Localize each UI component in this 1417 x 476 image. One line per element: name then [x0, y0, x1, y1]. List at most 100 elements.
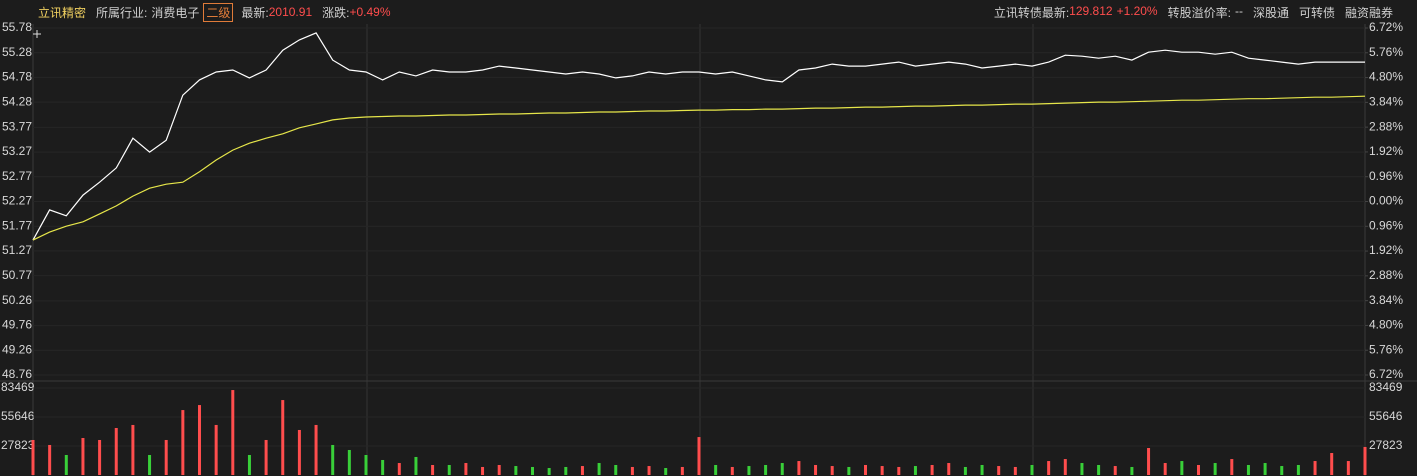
premium-label: 转股溢价率:	[1167, 5, 1231, 20]
volume-bar	[963, 466, 967, 475]
volume-tick-label: 83469	[1, 380, 35, 394]
y2-tick-label: 6.72%	[1369, 367, 1403, 381]
y-tick-label: 54.28	[2, 94, 32, 108]
volume-bar	[1246, 464, 1250, 475]
y2-tick-label: 4.80%	[1369, 70, 1403, 84]
volume-tick-label-right: 55646	[1369, 409, 1403, 423]
volume-bar	[447, 464, 451, 475]
y-tick-label: 52.27	[2, 194, 32, 208]
y2-tick-label: 0.96%	[1369, 169, 1403, 183]
bond-price: 129.812	[1069, 3, 1113, 18]
y-tick-label: 52.77	[2, 169, 32, 183]
y-tick-label: 50.77	[2, 268, 32, 282]
volume-bar	[797, 461, 801, 475]
volume-bar	[664, 468, 668, 475]
y-tick-label: 51.77	[2, 218, 32, 232]
volume-bar	[264, 439, 268, 475]
price-line	[32, 32, 1365, 241]
y2-tick-label: 1.92%	[1369, 243, 1403, 257]
volume-bar	[131, 424, 135, 475]
link-convertible[interactable]: 可转债	[1298, 5, 1335, 20]
volume-tick-label: 55646	[1, 409, 35, 423]
volume-bar	[697, 437, 701, 475]
volume-bar	[414, 456, 418, 475]
volume-bar	[597, 463, 601, 475]
volume-bar	[930, 464, 934, 475]
industry-label: 所属行业:	[96, 5, 148, 20]
volume-bar	[680, 466, 684, 475]
link-hk-connect[interactable]: 深股通	[1252, 5, 1289, 20]
volume-bar	[564, 466, 568, 475]
volume-bar	[1013, 466, 1017, 475]
volume-bar	[1130, 466, 1134, 475]
volume-bar	[1197, 464, 1200, 475]
volume-bar	[547, 468, 551, 475]
volume-bar	[48, 444, 52, 475]
volume-bar	[730, 466, 734, 475]
volume-tick-label: 27823	[1, 438, 35, 452]
volume-bar	[331, 444, 335, 475]
cursor-icon	[33, 30, 41, 38]
volume-bar	[431, 464, 435, 475]
volume-bar	[814, 464, 818, 475]
volume-tick-label-right: 27823	[1369, 438, 1403, 452]
volume-bar	[64, 454, 68, 475]
volume-bar	[1047, 461, 1051, 475]
link-margin[interactable]: 融资融券	[1344, 5, 1393, 20]
stock-name[interactable]: 立讯精密	[38, 5, 87, 20]
volume-bar	[913, 466, 917, 475]
level-badge: 二级	[203, 2, 234, 22]
volume-bar	[780, 463, 784, 475]
y2-tick-label: 2.88%	[1369, 268, 1403, 282]
volume-bar	[1280, 466, 1284, 475]
volume-bar	[364, 454, 368, 475]
volume-bar	[164, 439, 168, 475]
y-tick-label: 55.78	[2, 20, 32, 34]
volume-bar	[1113, 466, 1117, 475]
volume-bar	[31, 439, 35, 475]
volume-bar	[1180, 461, 1184, 475]
volume-bar	[864, 464, 867, 475]
volume-bar	[947, 463, 951, 475]
y-tick-label: 50.26	[2, 293, 32, 307]
volume-bar	[880, 466, 884, 475]
volume-bar	[347, 449, 351, 475]
volume-bar	[747, 466, 751, 475]
y2-tick-label: 0.96%	[1369, 218, 1403, 232]
y2-tick-label: 5.76%	[1369, 45, 1403, 59]
price-line	[32, 95, 1366, 241]
volume-bar	[897, 466, 901, 475]
latest-label: 最新:	[241, 5, 269, 20]
header-right: 立讯转债最新: 129.812 +1.20% 转股溢价率: -- 深股通 可转债…	[994, 4, 1417, 21]
volume-bar	[114, 427, 118, 475]
y2-tick-label: 4.80%	[1369, 318, 1403, 332]
volume-bar	[247, 454, 251, 475]
volume-bar	[464, 463, 468, 475]
volume-bar	[1163, 463, 1167, 475]
volume-bar	[98, 439, 102, 475]
volume-bar	[1330, 453, 1334, 475]
volume-bar	[314, 424, 318, 475]
volume-bar	[1147, 448, 1151, 475]
volume-bar	[614, 464, 618, 475]
volume-bar	[297, 429, 301, 475]
volume-bar	[980, 464, 984, 475]
bond-change: +1.20%	[1116, 3, 1158, 18]
volume-bar	[497, 464, 501, 475]
y-tick-label: 53.27	[2, 144, 32, 158]
bond-label: 立讯转债最新:	[993, 5, 1070, 20]
y-tick-label: 55.28	[2, 45, 32, 59]
y-tick-label: 49.76	[2, 318, 32, 332]
volume-bar	[830, 466, 834, 475]
volume-bar	[580, 466, 584, 475]
volume-bar	[481, 466, 485, 475]
volume-bar	[281, 400, 285, 475]
volume-bar	[1230, 459, 1234, 475]
volume-bar	[381, 459, 385, 475]
volume-bar	[1030, 464, 1034, 475]
volume-bar	[397, 463, 401, 475]
volume-bar	[714, 464, 718, 475]
